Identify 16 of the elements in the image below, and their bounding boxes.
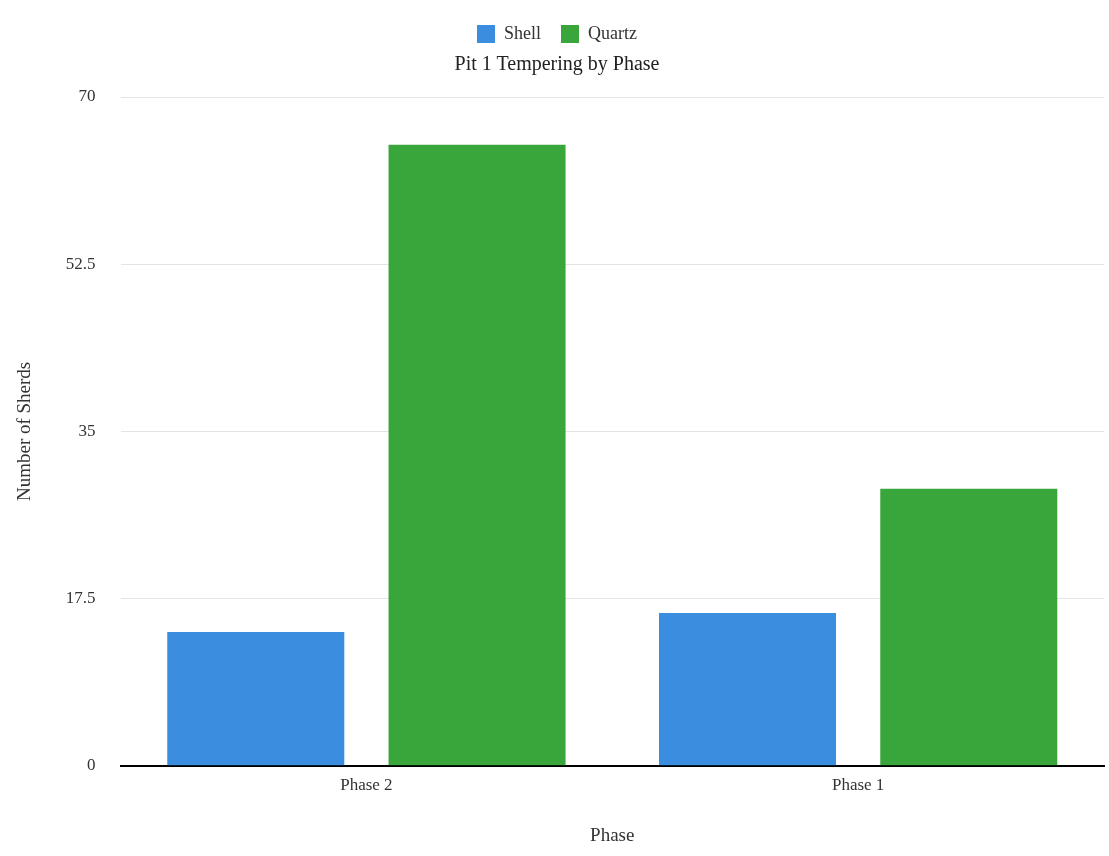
y-tick-label: 17.5 [65, 588, 96, 608]
y-axis-title: Number of Sherds [13, 361, 35, 502]
legend-label: Shell [504, 22, 542, 43]
chart-title: Pit 1 Tempering by Phase [454, 52, 660, 76]
legend-label: Quartz [588, 22, 637, 43]
y-tick-label: 35 [78, 420, 96, 440]
x-axis-title: Phase [590, 823, 635, 845]
x-tick-label: Phase 1 [831, 775, 885, 795]
y-tick-label: 0 [87, 755, 96, 775]
bar [880, 488, 1058, 766]
bar [658, 612, 837, 766]
x-tick-label: Phase 2 [340, 775, 393, 795]
bar [167, 632, 345, 766]
y-tick-label: 52.5 [65, 253, 96, 273]
y-tick-label: 70 [78, 86, 96, 106]
bar [388, 144, 566, 766]
